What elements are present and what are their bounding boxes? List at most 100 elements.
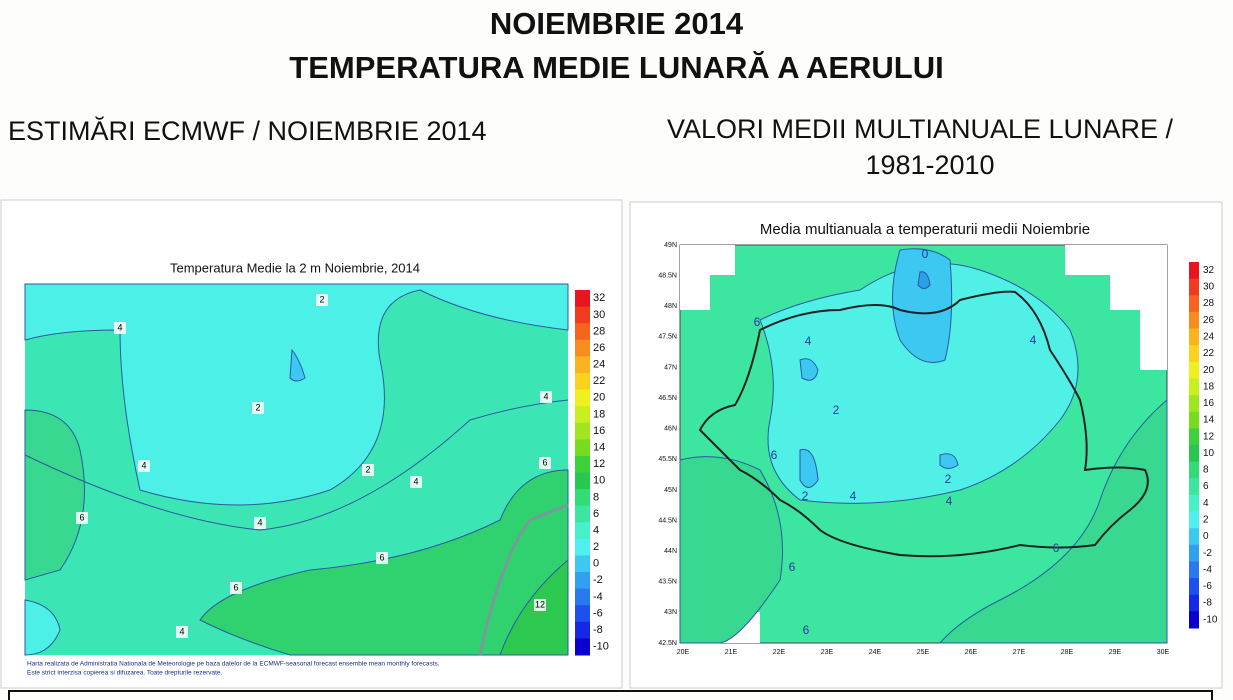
- green-region: [938, 398, 1168, 644]
- subtitle: TEMPERATURA MEDIE LUNARĂ A AERULUI: [289, 50, 944, 85]
- contour-label: 2: [945, 472, 952, 486]
- left-map-title: Temperatura Medie la 2 m Noiembrie, 2014: [170, 260, 420, 275]
- contour-label: 6: [754, 315, 761, 329]
- colorbar-label: 14: [1203, 415, 1215, 426]
- contour-label-box: [376, 552, 388, 564]
- colorbar-label: 16: [1203, 398, 1215, 409]
- colorbar-segment: [575, 538, 590, 556]
- contour-label: 6: [379, 552, 384, 562]
- lon-label: 26E: [965, 649, 978, 656]
- colorbar-label: -8: [593, 624, 603, 636]
- colorbar-label: 24: [1203, 332, 1215, 343]
- colorbar-label: 18: [1203, 381, 1215, 392]
- lon-label: 24E: [869, 649, 882, 656]
- lat-label: 48N: [664, 303, 677, 310]
- colorbar-label: 28: [1203, 298, 1215, 309]
- colorbar-segment: [575, 406, 590, 424]
- colorbar-label: 26: [593, 342, 605, 354]
- colorbar-segment: [575, 306, 590, 324]
- lat-label: 46.5N: [658, 395, 677, 402]
- colorbar-segment: [1189, 262, 1199, 280]
- blue-region: [892, 248, 953, 363]
- lon-label: 21E: [725, 649, 738, 656]
- contour-label-box: [176, 626, 188, 638]
- colorbar-label: 20: [1203, 365, 1215, 376]
- colorbar-label: 18: [593, 408, 605, 420]
- contour-label: 6: [789, 560, 796, 574]
- lon-label: 30E: [1157, 649, 1170, 656]
- romania-border: [698, 290, 1149, 558]
- colorbar-label: 2: [593, 541, 599, 553]
- lon-label: 22E: [773, 649, 786, 656]
- colorbar-segment: [575, 505, 590, 523]
- contour-label-box: [362, 464, 374, 476]
- colorbar-segment: [1189, 311, 1199, 330]
- footnote: Harta realizata de Administratia Nationa…: [27, 661, 440, 668]
- contour-label: 4: [946, 494, 953, 508]
- colorbar-segment: [1189, 395, 1199, 413]
- colorbar-segment: [575, 621, 590, 639]
- contour-label: 4: [257, 517, 262, 527]
- lat-label: 47.5N: [658, 334, 677, 341]
- colorbar-label: 32: [593, 292, 605, 304]
- contour-label: 4: [1030, 333, 1037, 347]
- colorbar-label: 12: [593, 458, 605, 470]
- lat-label: 42.5N: [658, 640, 677, 647]
- contour-label: 2: [255, 402, 260, 412]
- colorbar-segment: [1189, 428, 1199, 446]
- contour-label: 6: [1053, 541, 1060, 555]
- border: [478, 503, 569, 656]
- contour-label: 6: [771, 448, 778, 462]
- colorbar-segment: [1189, 611, 1199, 629]
- contour-label: 4: [543, 391, 548, 401]
- colorbar-segment: [575, 290, 590, 308]
- colorbar-label: 28: [593, 325, 605, 337]
- lat-label: 45N: [664, 487, 677, 494]
- blue-spot: [799, 358, 959, 488]
- colorbar-segment: [1189, 478, 1199, 496]
- colorbar-label: 4: [1203, 498, 1209, 509]
- colorbar-label: -6: [1203, 581, 1212, 592]
- contour-label: 0: [922, 247, 929, 261]
- colorbar-segment: [1189, 295, 1199, 313]
- contour-label: 4: [413, 476, 418, 486]
- colorbar-segment: [575, 555, 590, 573]
- colorbar-label: -8: [1203, 598, 1212, 609]
- contour-label: 6: [542, 457, 547, 467]
- colorbar-segment: [1189, 411, 1199, 429]
- lon-label: 27E: [1013, 649, 1026, 656]
- colorbar-label: -6: [593, 607, 603, 619]
- lat-label: 49N: [664, 242, 677, 249]
- lat-label: 44.5N: [658, 517, 677, 524]
- green-region: [24, 409, 85, 581]
- colorbar-segment: [575, 439, 590, 457]
- colorbar-segment: [1189, 511, 1199, 529]
- cyan-region: [24, 283, 569, 506]
- colorbar-label: -4: [1203, 564, 1212, 575]
- lon-label: 29E: [1109, 649, 1122, 656]
- colorbar-label: 22: [593, 375, 605, 387]
- colorbar-label: 6: [593, 508, 599, 520]
- lat-label: 47N: [664, 364, 677, 371]
- lon-label: 23E: [821, 649, 834, 656]
- right-heading: 1981-2010: [865, 150, 995, 180]
- colorbar-label: 10: [593, 475, 605, 487]
- colorbar-segment: [575, 522, 590, 540]
- contour-label-box: [316, 294, 328, 306]
- title: NOIEMBRIE 2014: [489, 6, 744, 41]
- contour-label-box: [410, 476, 422, 488]
- colorbar-segment: [1189, 561, 1199, 579]
- colorbar-segment: [1189, 328, 1199, 346]
- cyan-region: [24, 599, 61, 656]
- colorbar-segment: [1189, 578, 1199, 596]
- colorbar-label: 24: [593, 359, 605, 371]
- colorbar-label: 0: [1203, 531, 1209, 542]
- lat-label: 43N: [664, 609, 677, 616]
- contour-label: 2: [319, 294, 324, 304]
- contour: [24, 399, 569, 531]
- colorbar-label: -2: [1203, 548, 1212, 559]
- colorbar-segment: [1189, 361, 1199, 379]
- colorbar-segment: [1189, 445, 1199, 463]
- contour-label-box: [254, 517, 266, 529]
